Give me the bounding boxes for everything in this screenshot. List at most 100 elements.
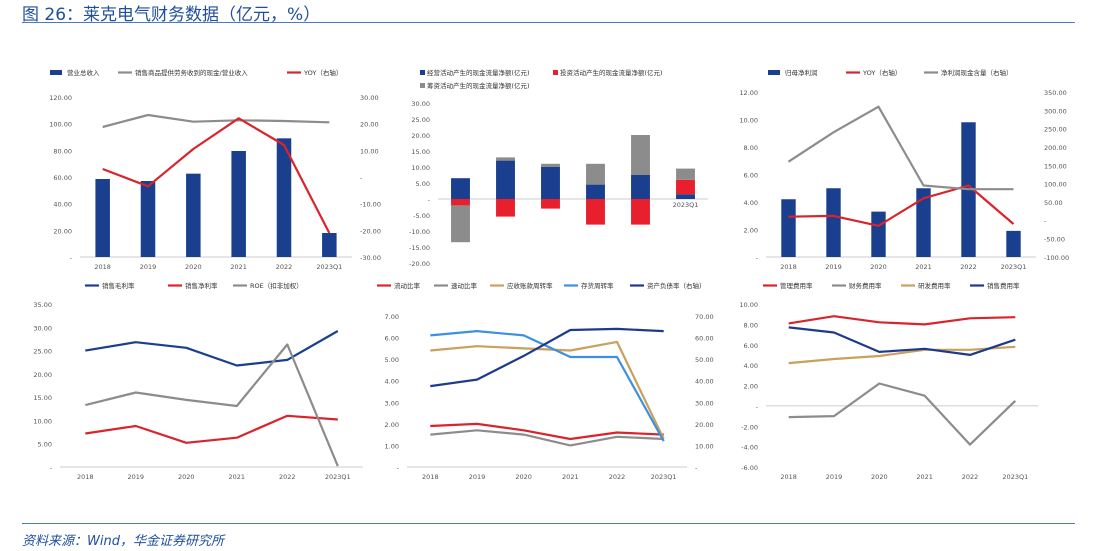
y-tick-label: 7.00 — [385, 313, 399, 321]
x-tick-label: 2022 — [276, 263, 293, 271]
x-tick-label: 2021 — [228, 473, 245, 481]
y2-tick-label: 70.00 — [695, 313, 714, 321]
bar — [95, 179, 110, 257]
bar — [451, 199, 470, 205]
legend-swatch — [768, 70, 780, 75]
y-tick-label: - — [50, 464, 53, 472]
y-tick-label: 5.00 — [416, 180, 430, 188]
y-tick-label: 60.00 — [53, 174, 72, 182]
y-tick-label: 12.00 — [739, 89, 758, 97]
y2-tick-label: - — [1044, 217, 1047, 225]
y2-tick-label: 30.00 — [360, 94, 379, 102]
y2-tick-label: 20.00 — [695, 421, 714, 429]
y-tick-label: 20.00 — [53, 227, 72, 235]
legend-label: 净利润现金含量（右轴） — [941, 68, 1013, 77]
x-tick-label: 2021 — [915, 263, 932, 271]
y-tick-label: 10.00 — [739, 301, 758, 309]
y-tick-label: 20.00 — [33, 371, 52, 379]
bar — [186, 174, 201, 257]
y-tick-label: 2.00 — [744, 227, 758, 235]
x-tick-label: 2018 — [780, 263, 797, 271]
legend-label: 营业总收入 — [67, 68, 100, 77]
legend-label: 存货周转率 — [581, 281, 614, 290]
y-tick-label: - — [428, 196, 431, 204]
bar — [871, 212, 885, 257]
x-tick-label: 2023Q1 — [1002, 473, 1028, 481]
x-tick-label: 2022 — [960, 263, 977, 271]
y2-tick-label: 200.00 — [1044, 144, 1067, 152]
legend-label: 财务费用率 — [849, 281, 882, 290]
bar — [586, 185, 605, 199]
x-tick-label: 2020 — [185, 263, 202, 271]
y-tick-label: 10.00 — [411, 164, 430, 172]
bar — [826, 188, 840, 257]
bar — [631, 175, 650, 199]
y-tick-label: 35.00 — [33, 301, 52, 309]
x-tick-label: 2023Q1 — [673, 201, 699, 209]
y-tick-label: 2.00 — [744, 383, 758, 391]
y-tick-label: 3.00 — [385, 399, 399, 407]
source-note: 资料来源：Wind，华金证券研究所 — [22, 530, 224, 549]
cashflow-chart: 30.0025.0020.0015.0010.005.00--5.00-10.0… — [398, 60, 718, 275]
bar — [496, 157, 515, 160]
y2-tick-label: -20.00 — [360, 227, 381, 235]
y-tick-label: 120.00 — [49, 94, 72, 102]
y-tick-label: -5.00 — [413, 212, 430, 220]
series-line — [85, 331, 337, 366]
y-tick-label: 15.00 — [411, 148, 430, 156]
legend-label: YOY（右轴） — [303, 68, 342, 77]
y-tick-label: 80.00 — [53, 147, 72, 155]
x-tick-label: 2022 — [609, 473, 626, 481]
series-line — [789, 327, 1016, 355]
bar — [676, 180, 695, 194]
x-tick-label: 2022 — [279, 473, 296, 481]
y-tick-label: -2.00 — [741, 423, 758, 431]
x-tick-label: 2019 — [825, 263, 842, 271]
legend-label: 研发费用率 — [918, 281, 951, 290]
y2-tick-label: - — [695, 464, 698, 472]
x-tick-label: 2018 — [422, 473, 439, 481]
bar — [541, 167, 560, 199]
y2-tick-label: 250.00 — [1044, 126, 1067, 134]
y-tick-label: 1.00 — [385, 442, 399, 450]
expense-ratio-chart: 10.008.006.004.002.00--2.00-4.00-6.00201… — [728, 280, 1078, 495]
y-tick-label: 20.00 — [411, 132, 430, 140]
legend-swatch — [50, 70, 62, 75]
series-line — [789, 384, 1016, 445]
y-tick-label: - — [397, 464, 400, 472]
y-tick-label: -10.00 — [409, 228, 430, 236]
y2-tick-label: 100.00 — [1044, 181, 1067, 189]
x-tick-label: 2021 — [562, 473, 579, 481]
bar — [586, 199, 605, 225]
y-tick-label: 4.00 — [385, 378, 399, 386]
bar — [496, 199, 515, 217]
bar — [231, 151, 246, 257]
x-tick-label: 2019 — [127, 473, 144, 481]
x-tick-label: 2020 — [515, 473, 532, 481]
revenue-chart: 120.00100.0080.0060.0040.0020.00-30.0020… — [40, 60, 390, 275]
series-line — [789, 107, 1014, 190]
y-tick-label: 30.00 — [411, 100, 430, 108]
legend-label: 管理费用率 — [780, 281, 813, 290]
y-tick-label: 30.00 — [33, 324, 52, 332]
y-tick-label: 25.00 — [33, 348, 52, 356]
legend-label: ROE（扣非加权） — [250, 281, 303, 290]
x-tick-label: 2018 — [780, 473, 797, 481]
series-line — [103, 115, 330, 127]
x-tick-label: 2021 — [916, 473, 933, 481]
x-tick-label: 2018 — [94, 263, 111, 271]
y2-tick-label: -100.00 — [1044, 254, 1069, 262]
legend-label: 经营活动产生的现金流量净额(亿元) — [427, 68, 530, 77]
net-profit-chart: 12.0010.008.006.004.002.00-350.00300.002… — [728, 60, 1078, 275]
legend-label: 应收账款周转率 — [507, 281, 553, 290]
y2-tick-label: 50.00 — [1044, 199, 1063, 207]
x-tick-label: 2019 — [469, 473, 486, 481]
legend-label: 资产负债率（右轴） — [647, 281, 706, 290]
y-tick-label: 6.00 — [385, 335, 399, 343]
y2-tick-label: -10.00 — [360, 201, 381, 209]
bar — [1006, 231, 1020, 257]
legend-swatch — [420, 70, 425, 75]
x-tick-label: 2023Q1 — [651, 473, 677, 481]
x-tick-label: 2020 — [871, 473, 888, 481]
y2-tick-label: 20.00 — [360, 121, 379, 129]
